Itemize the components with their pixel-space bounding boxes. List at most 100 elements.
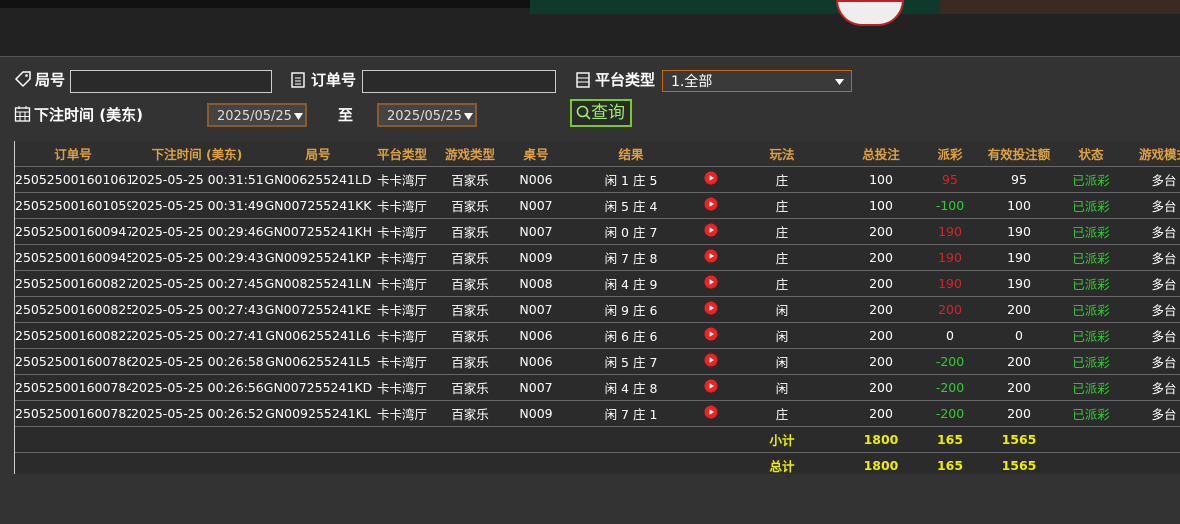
video-cell [699,374,723,401]
header-cell: 状态 [1059,141,1123,167]
cell: 百家乐 [431,270,509,297]
video-cell [699,244,723,271]
cell: N006 [509,348,563,375]
cell: GN008255241LN [263,270,373,297]
cell: 已派彩 [1059,166,1123,193]
cell [1059,426,1123,453]
play-icon[interactable] [704,301,718,315]
cell: 已派彩 [1059,218,1123,245]
cell: 已派彩 [1059,244,1123,271]
calendar-icon [14,106,31,122]
cell: 200 [921,296,979,323]
cell: 250525001601059 [15,192,131,219]
cell: 多台 [1123,322,1180,349]
cell: 已派彩 [1059,322,1123,349]
cell: GN006255241L6 [263,322,373,349]
cell: 百家乐 [431,166,509,193]
cell: GN007255241KK [263,192,373,219]
play-icon[interactable] [704,171,718,185]
cell: 卡卡湾厅 [373,322,431,349]
cell [563,426,699,453]
play-icon[interactable] [704,405,718,419]
row: 250525001600947 2025-05-25 00:29:46 GN0072… [15,218,1180,245]
play-icon[interactable] [704,197,718,211]
search-button[interactable]: 查询 [570,99,632,127]
cell: N006 [509,322,563,349]
cell [263,426,373,453]
cell: 190 [921,218,979,245]
list-icon [576,72,590,88]
play-icon[interactable] [704,379,718,393]
cell: 百家乐 [431,400,509,427]
label: 至 [338,106,354,124]
cell: 100 [841,166,921,193]
video-cell [699,296,723,323]
cell: 200 [841,348,921,375]
cell [131,452,263,474]
cell [1059,452,1123,474]
cell: 250525001600784 [15,374,131,401]
label: 下注时间 (美东) [34,106,143,124]
cell: 闲 [723,296,841,323]
row: 250525001600945 2025-05-25 00:29:43 GN0092… [15,244,1180,271]
cell: 百家乐 [431,218,509,245]
header-cell: 结果 [563,141,699,167]
cell [509,426,563,453]
cell: GN006255241L5 [263,348,373,375]
cell: 多台 [1123,166,1180,193]
cell [563,452,699,474]
cell: 多台 [1123,374,1180,401]
row: 250525001600825 2025-05-25 00:27:43 GN0072… [15,296,1180,323]
date-value: 2025/05/25 [387,109,462,124]
cell: 卡卡湾厅 [373,400,431,427]
row: 250525001600822 2025-05-25 00:27:41 GN0062… [15,322,1180,349]
cell: 闲 5 庄 4 [563,192,699,219]
cell: 已派彩 [1059,400,1123,427]
cell: 190 [921,244,979,271]
cell: 200 [841,296,921,323]
platform-select[interactable]: 1.全部 [662,70,852,92]
header-cell: 游戏模式 [1123,141,1180,167]
header-row: 订单号 下注时间 (美东) 局号 平台类型 游戏类型 桌号 结果 玩法 总投注 派彩 有效投注额 状态… [15,141,1180,167]
cell: N009 [509,244,563,271]
banner [0,0,530,8]
row: 250525001600827 2025-05-25 00:27:45 GN0082… [15,270,1180,297]
play-icon[interactable] [704,353,718,367]
row: 250525001600786 2025-05-25 00:26:58 GN0062… [15,348,1180,375]
video-cell [699,348,723,375]
cell: 闲 4 庄 9 [563,270,699,297]
date-to[interactable]: 2025/05/25 [377,103,477,127]
cell: 庄 [723,192,841,219]
cell: 250525001600822 [15,322,131,349]
cell [373,452,431,474]
label: 订单号 [311,71,357,89]
play-icon[interactable] [704,249,718,263]
play-icon[interactable] [704,223,718,237]
order-input[interactable] [362,70,556,93]
table-wrap: 订单号 下注时间 (美东) 局号 平台类型 游戏类型 桌号 结果 玩法 总投注 派彩 有效投注额 状态… [14,141,1180,474]
row: 250525001601061 2025-05-25 00:31:51 GN0062… [15,166,1180,193]
cell: 闲 4 庄 8 [563,374,699,401]
cell: 190 [979,270,1059,297]
cell: 闲 0 庄 7 [563,218,699,245]
cell: 2025-05-25 00:27:43 [131,296,263,323]
cell: 2025-05-25 00:29:46 [131,218,263,245]
cell: GN009255241KL [263,400,373,427]
cell: 190 [921,270,979,297]
cell: 闲 [723,374,841,401]
header-cell: 局号 [263,141,373,167]
cell: -100 [921,192,979,219]
label: 平台类型 [595,71,656,89]
play-icon[interactable] [704,275,718,289]
play-icon[interactable] [704,327,718,341]
summary-cell: 总计 [723,452,841,474]
cell: 卡卡湾厅 [373,296,431,323]
cell: 0 [979,322,1059,349]
cell: GN007255241KE [263,296,373,323]
round-input[interactable] [70,70,272,93]
cell: 已派彩 [1059,192,1123,219]
cell: 庄 [723,244,841,271]
date-from[interactable]: 2025/05/25 [207,103,307,127]
cell: 250525001600786 [15,348,131,375]
